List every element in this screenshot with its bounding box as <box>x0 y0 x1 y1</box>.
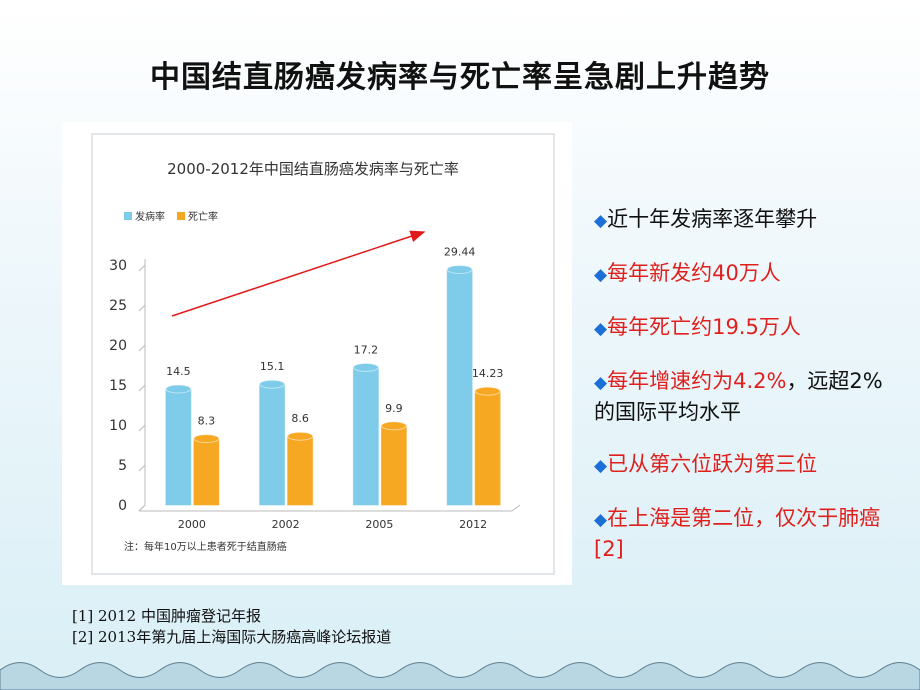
bullet-text: 已从第六位跃为第三位 <box>607 452 818 476</box>
y-tick <box>138 424 146 432</box>
bar <box>287 435 314 506</box>
value-label: 17.2 <box>354 343 379 356</box>
bullet: ◆已从第六位跃为第三位 <box>594 450 894 481</box>
bar <box>380 425 407 506</box>
y-tick <box>138 344 146 352</box>
legend-swatch <box>177 212 185 220</box>
bar <box>352 366 379 506</box>
value-label: 9.9 <box>385 402 403 415</box>
references: [1] 2012 中国肿瘤登记年报 [2] 2013年第九届上海国际大肠癌高峰论坛… <box>72 606 391 648</box>
y-tick-label: 20 <box>109 338 127 354</box>
bullet: ◆每年增速约为4.2%，远超2%的国际平均水平 <box>594 367 894 427</box>
chart-note: 注：每年10万以上患者死于结直肠癌 <box>124 540 287 553</box>
wave-decoration <box>0 662 920 690</box>
bar-cap <box>352 362 379 372</box>
chart-title: 2000-2012年中国结直肠癌发病率与死亡率 <box>167 160 459 178</box>
bar-cap <box>259 379 286 389</box>
chart: 2000-2012年中国结直肠癌发病率与死亡率 注：每年10万以上患者死于结直肠… <box>91 133 555 575</box>
value-label: 8.3 <box>198 415 216 428</box>
bar-cap <box>446 264 473 274</box>
bullet-text: 每年增速约为4.2% <box>607 369 787 393</box>
bar-cap <box>193 434 220 444</box>
y-tick <box>138 304 146 312</box>
reference: [2] 2013年第九届上海国际大肠癌高峰论坛报道 <box>72 628 392 646</box>
x-tick-label: 2012 <box>459 518 487 531</box>
x-tick-label: 2005 <box>365 518 393 531</box>
y-tick <box>138 384 146 392</box>
y-tick <box>138 464 146 472</box>
y-axis <box>138 259 146 512</box>
bar-cap <box>380 421 407 431</box>
value-label: 29.44 <box>444 245 476 258</box>
bar-cap <box>287 431 314 441</box>
bullet-icon: ◆ <box>594 265 608 285</box>
x-axis <box>139 504 521 512</box>
bar-cap <box>474 386 501 396</box>
bar-cap <box>165 384 192 394</box>
bullet-icon: ◆ <box>594 319 608 339</box>
bullet-list: ◆近十年发病率逐年攀升 ◆每年新发约40万人 ◆每年死亡约19.5万人 ◆每年增速约为… <box>594 205 894 587</box>
legend-swatch <box>124 212 132 220</box>
bullet-text: 每年新发约40万人 <box>607 261 781 285</box>
bar <box>446 268 473 506</box>
y-tick <box>138 264 146 272</box>
bullet: ◆近十年发病率逐年攀升 <box>594 205 894 236</box>
y-tick-label: 5 <box>118 458 127 474</box>
legend-label: 死亡率 <box>188 210 218 223</box>
y-tick-label: 15 <box>109 378 127 394</box>
value-label: 15.1 <box>260 360 285 373</box>
bullet-text: ，远超2%的国际平均水平 <box>594 369 883 424</box>
x-tick-label: 2000 <box>178 518 206 531</box>
y-tick-label: 0 <box>118 498 127 514</box>
bar <box>165 388 192 506</box>
bar <box>193 438 220 506</box>
legend-label: 发病率 <box>135 210 165 223</box>
slide-title: 中国结直肠癌发病率与死亡率呈急剧上升趋势 <box>150 60 770 95</box>
y-tick <box>138 504 146 512</box>
y-tick-label: 10 <box>109 418 127 434</box>
value-label: 14.23 <box>472 367 504 380</box>
bullet-icon: ◆ <box>594 510 608 530</box>
reference: [1] 2012 中国肿瘤登记年报 <box>72 607 261 625</box>
trend-arrow <box>171 230 426 317</box>
bullet-icon: ◆ <box>594 211 608 231</box>
chart-frame <box>91 133 555 575</box>
bullet-icon: ◆ <box>594 456 608 476</box>
value-label: 14.5 <box>166 365 191 378</box>
chart-box: 2000-2012年中国结直肠癌发病率与死亡率 注：每年10万以上患者死于结直肠… <box>62 122 572 585</box>
bullet: ◆每年死亡约19.5万人 <box>594 313 894 344</box>
y-tick-label: 30 <box>109 258 127 274</box>
bullet-text: 在上海是第二位，仅次于肺癌[2] <box>594 506 881 561</box>
x-tick-label: 2002 <box>272 518 300 531</box>
bar <box>474 390 501 506</box>
bullet: ◆每年新发约40万人 <box>594 259 894 290</box>
bullet-text: 近十年发病率逐年攀升 <box>607 207 818 231</box>
bullet-text: 每年死亡约19.5万人 <box>607 315 801 339</box>
y-tick-label: 25 <box>109 298 127 314</box>
bullet-icon: ◆ <box>594 373 608 393</box>
bar <box>259 383 286 506</box>
value-label: 8.6 <box>291 412 309 425</box>
bullet: ◆在上海是第二位，仅次于肺癌[2] <box>594 504 894 564</box>
